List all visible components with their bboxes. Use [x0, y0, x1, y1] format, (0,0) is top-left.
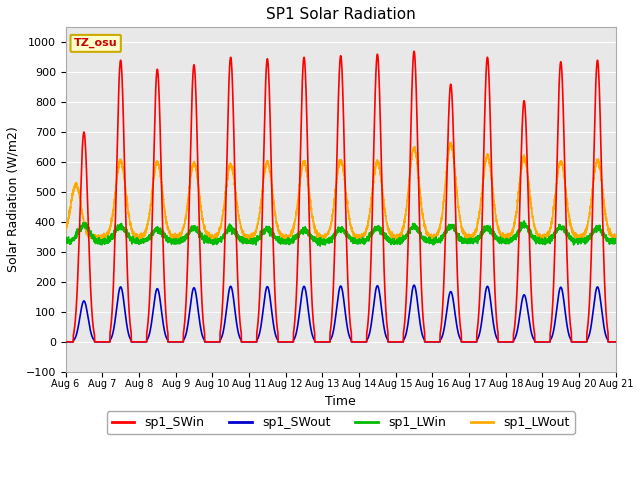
X-axis label: Time: Time — [325, 395, 356, 408]
Y-axis label: Solar Radiation (W/m2): Solar Radiation (W/m2) — [7, 127, 20, 273]
Text: TZ_osu: TZ_osu — [74, 38, 118, 48]
Title: SP1 Solar Radiation: SP1 Solar Radiation — [266, 7, 415, 22]
Legend: sp1_SWin, sp1_SWout, sp1_LWin, sp1_LWout: sp1_SWin, sp1_SWout, sp1_LWin, sp1_LWout — [107, 411, 575, 434]
